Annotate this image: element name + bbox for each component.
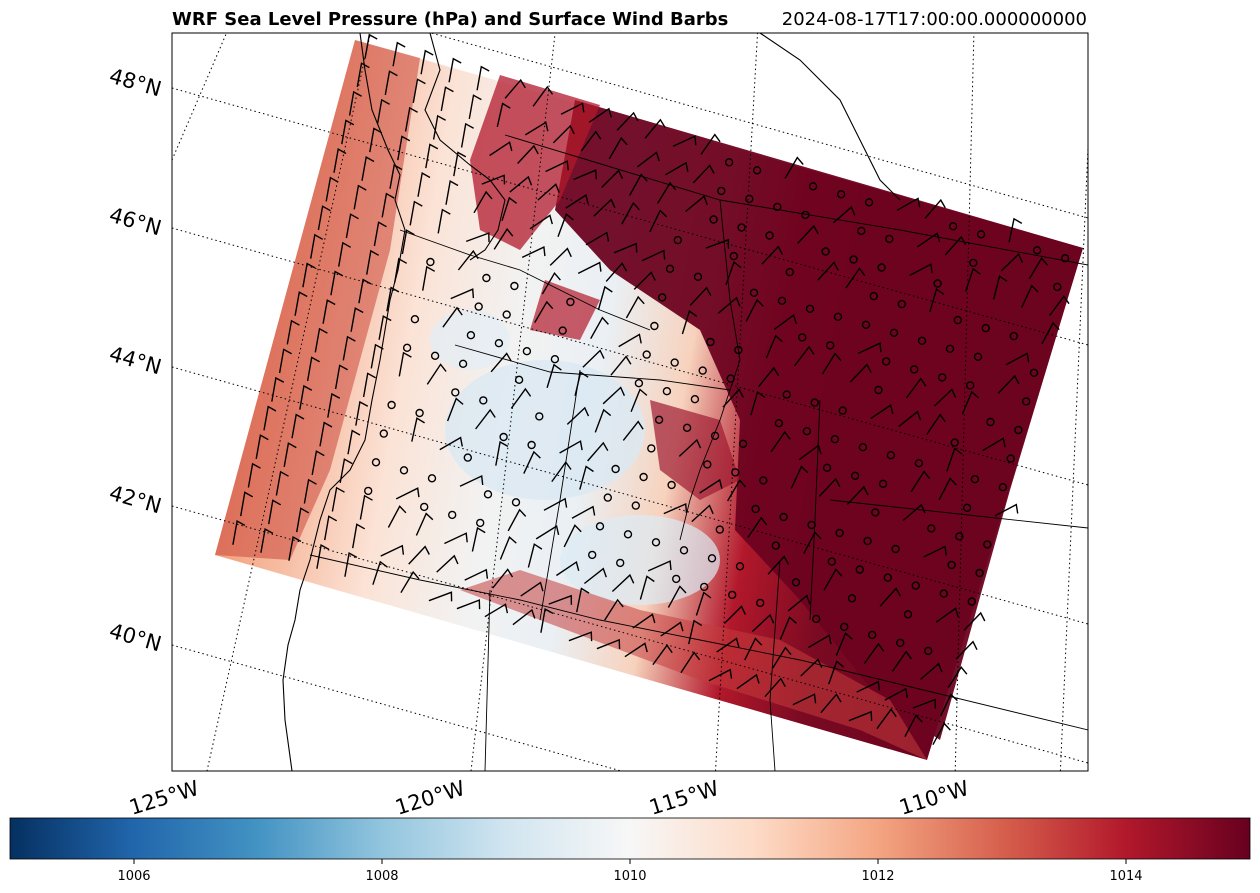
colorbar-tick-label: 1014 xyxy=(1109,869,1142,884)
latitude-labels: 48°N 46°N 44°N 42°N 40°N xyxy=(107,64,165,657)
lon-label: 115°W xyxy=(646,776,721,820)
lon-label: 110°W xyxy=(896,776,971,820)
lon-label: 125°W xyxy=(126,776,201,820)
plot-time: 2024-08-17T17:00:00.000000000 xyxy=(782,9,1087,30)
colorbar-tick-label: 1006 xyxy=(117,869,150,884)
lat-label: 42°N xyxy=(107,481,165,519)
lat-label: 40°N xyxy=(107,619,165,657)
colorbar-tick-label: 1010 xyxy=(613,869,646,884)
colorbar-gradient xyxy=(10,818,1250,859)
colorbar: 1006 1008 1010 1012 1014 xyxy=(10,818,1250,884)
longitude-labels: 125°W 120°W 115°W 110°W xyxy=(126,776,971,820)
colorbar-tick-label: 1012 xyxy=(861,869,894,884)
lat-label: 46°N xyxy=(107,203,165,241)
lat-label: 44°N xyxy=(107,342,165,380)
lon-label: 120°W xyxy=(392,776,467,820)
map-axes xyxy=(172,0,1095,893)
colorbar-tick-label: 1008 xyxy=(365,869,398,884)
colorbar-ticks: 1006 1008 1010 1012 1014 xyxy=(117,859,1142,884)
plot-title: WRF Sea Level Pressure (hPa) and Surface… xyxy=(172,9,728,30)
lat-label: 48°N xyxy=(107,64,165,102)
